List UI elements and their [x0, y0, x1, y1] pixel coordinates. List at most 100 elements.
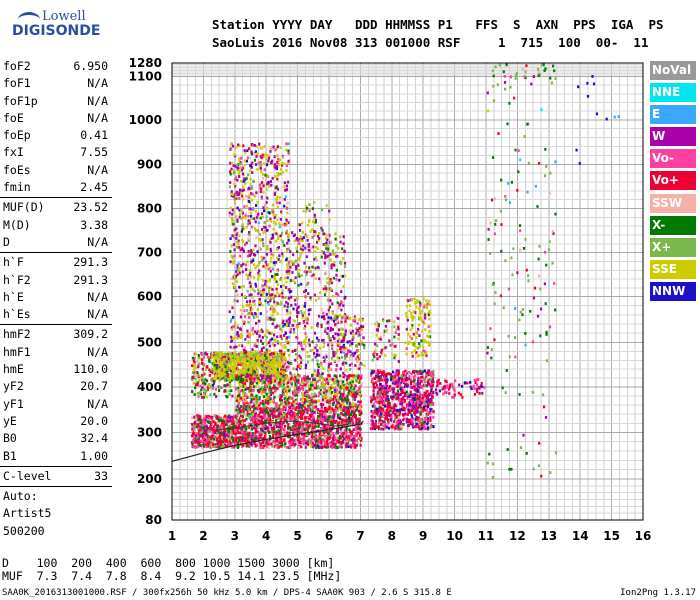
- param-label: D: [3, 234, 10, 249]
- echo-point: [332, 409, 335, 412]
- echo-point: [334, 436, 337, 440]
- echo-point: [264, 372, 267, 376]
- echo-point: [220, 371, 223, 375]
- echo-point: [191, 390, 194, 394]
- echo-point: [252, 404, 255, 408]
- echo-point: [202, 355, 206, 359]
- param-row: B1 1.00: [0, 448, 112, 465]
- echo-point: [191, 416, 194, 420]
- echo-point: [336, 428, 339, 432]
- echo-point: [260, 409, 263, 413]
- echo-point: [346, 406, 349, 410]
- echo-point: [216, 434, 219, 438]
- station-header: Station YYYY DAY DDD HHMMSS P1 FFS S AXN…: [212, 16, 664, 52]
- echo-point: [306, 408, 309, 411]
- echo-point: [264, 334, 267, 338]
- echo-point: [268, 360, 271, 364]
- echo-point: [298, 374, 301, 378]
- echo-point: [243, 424, 246, 427]
- param-label: h`F: [3, 255, 24, 270]
- echo-point: [294, 382, 297, 386]
- echo-point: [220, 431, 223, 435]
- echo-point: [205, 441, 208, 444]
- echo-point: [263, 425, 266, 429]
- echo-point: [242, 439, 245, 443]
- echo-point: [195, 425, 199, 429]
- echo-point: [288, 441, 291, 445]
- echo-point: [245, 443, 248, 446]
- echo-point: [259, 359, 262, 363]
- echo-point: [328, 406, 331, 409]
- echo-point: [192, 359, 195, 363]
- echo-point: [258, 441, 261, 445]
- echo-point: [310, 439, 313, 442]
- echo-point: [270, 297, 273, 301]
- echo-point: [250, 192, 253, 195]
- echo-point: [276, 218, 279, 222]
- echo-point: [280, 401, 283, 404]
- echo-point: [275, 359, 278, 362]
- echo-point: [357, 405, 361, 408]
- echo-point: [262, 244, 265, 248]
- echo-point: [237, 363, 240, 366]
- echo-point: [241, 391, 245, 395]
- echo-point: [352, 428, 355, 432]
- echo-point: [192, 381, 195, 385]
- echo-point: [283, 413, 286, 416]
- echo-point: [234, 426, 238, 430]
- echo-point: [262, 162, 265, 166]
- echo-point: [243, 373, 246, 377]
- echo-point: [280, 394, 283, 397]
- echo-point: [252, 437, 256, 441]
- echo-point: [354, 414, 357, 417]
- echo-point: [280, 239, 283, 242]
- echo-point: [264, 299, 267, 303]
- echo-point: [210, 439, 213, 443]
- echo-point: [341, 301, 344, 304]
- echo-point: [249, 407, 252, 411]
- echo-point: [266, 174, 269, 178]
- echo-point: [286, 411, 289, 415]
- echo-point: [277, 370, 280, 374]
- echo-point: [249, 368, 252, 372]
- echo-point: [245, 430, 248, 434]
- param-label: hmF2: [3, 327, 31, 342]
- echo-point: [332, 415, 335, 419]
- echo-point: [329, 398, 332, 402]
- echo-point: [269, 307, 272, 311]
- echo-point: [265, 348, 268, 352]
- echo-point: [254, 431, 257, 435]
- echo-point: [250, 432, 253, 436]
- echo-point: [238, 208, 241, 212]
- echo-point: [266, 247, 269, 251]
- echo-point: [340, 435, 343, 439]
- echo-point: [287, 152, 290, 155]
- param-separator: [0, 197, 112, 199]
- echo-point: [275, 199, 278, 203]
- echo-point: [247, 402, 250, 405]
- echo-point: [260, 255, 263, 259]
- echo-point: [335, 277, 338, 281]
- echo-point: [255, 216, 258, 219]
- echo-point: [239, 308, 242, 312]
- echo-point: [288, 417, 291, 420]
- echo-point: [253, 370, 257, 374]
- echo-point: [327, 415, 330, 419]
- echo-point: [338, 391, 341, 394]
- param-value: 110.0: [73, 362, 108, 377]
- echo-point: [277, 445, 280, 449]
- echo-point: [236, 231, 239, 235]
- echo-point: [356, 373, 359, 377]
- echo-point: [194, 446, 197, 449]
- echo-point: [266, 228, 269, 232]
- echo-point: [265, 359, 268, 362]
- echo-point: [340, 442, 343, 445]
- echo-point: [334, 232, 337, 236]
- echo-point: [239, 435, 242, 439]
- echo-point: [314, 400, 317, 403]
- echo-point: [209, 424, 212, 428]
- echo-point: [281, 252, 284, 256]
- echo-point: [279, 361, 282, 365]
- echo-point: [226, 420, 229, 423]
- echo-point: [248, 355, 251, 359]
